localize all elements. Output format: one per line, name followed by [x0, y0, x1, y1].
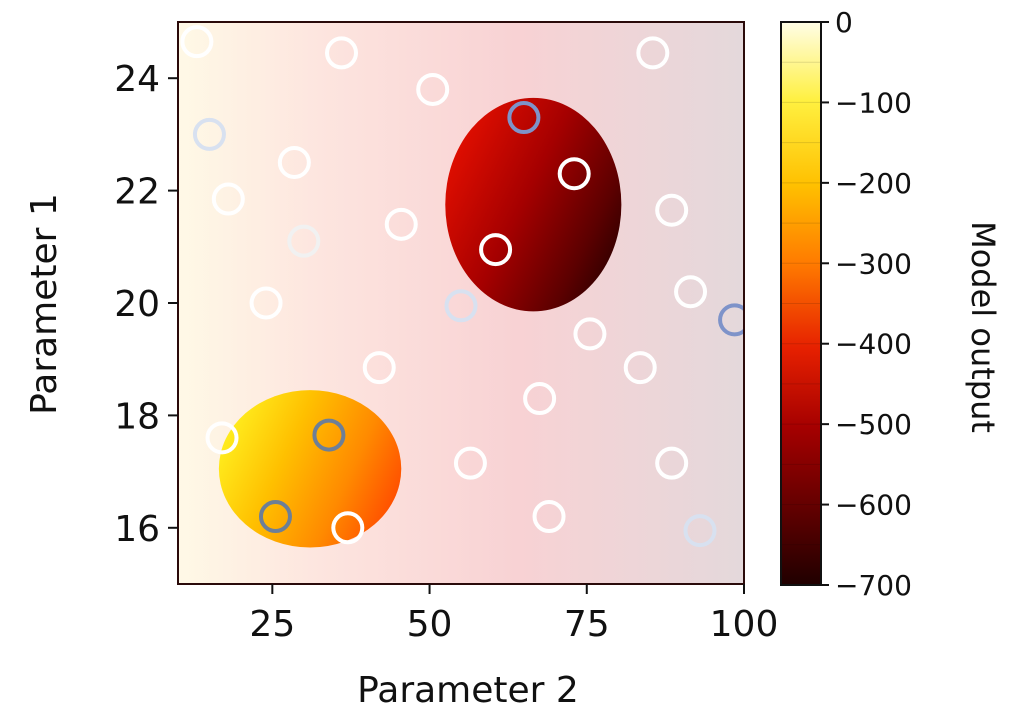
y-axis-label: Parameter 1	[24, 193, 65, 415]
colorbar-bands	[781, 61, 821, 546]
y-tick-label: 16	[114, 509, 160, 550]
y-axis: 16 18 20 22 24	[114, 59, 178, 550]
sample-point	[523, 382, 557, 416]
y-tick-label: 18	[114, 396, 160, 437]
colorbar-tick-label: −200	[835, 167, 912, 200]
sample-point	[249, 286, 283, 320]
sample-point	[287, 224, 321, 258]
sample-point	[180, 25, 214, 59]
sample-point	[312, 418, 346, 452]
sample-point	[384, 207, 418, 241]
sample-point	[636, 36, 670, 70]
sample-point	[655, 193, 689, 227]
x-axis-label: Parameter 2	[357, 670, 579, 711]
sample-points-layer	[180, 25, 744, 548]
colorbar: 0 −100 −200 −300 −400 −500 −600 −700 Model outp…	[780, 6, 1002, 602]
x-tick-label: 25	[249, 604, 295, 645]
sample-point	[416, 72, 450, 106]
colorbar-tick-label: −400	[835, 328, 912, 361]
x-axis: 25 50 75 100	[249, 584, 778, 645]
region-2	[445, 97, 622, 312]
sample-point	[532, 500, 566, 534]
y-tick-label: 22	[114, 172, 160, 213]
sample-point	[331, 511, 365, 545]
sample-point	[557, 157, 591, 191]
y-tick-label: 24	[114, 59, 160, 100]
sample-point	[258, 500, 292, 534]
sample-point	[325, 36, 359, 70]
sample-point	[211, 182, 245, 216]
sample-point	[362, 351, 396, 385]
sample-point	[655, 446, 689, 480]
x-tick-label: 100	[710, 604, 779, 645]
sample-point	[479, 233, 513, 267]
colorbar-tick-label: −500	[835, 408, 912, 441]
sample-point	[674, 275, 708, 309]
sample-point	[718, 303, 744, 337]
sample-point	[277, 146, 311, 179]
colorbar-label: Model output	[964, 221, 1002, 433]
sample-point	[444, 289, 478, 323]
y-tick-label: 20	[114, 284, 160, 325]
sample-point	[623, 351, 657, 385]
plot-area	[177, 21, 745, 585]
x-tick-label: 50	[407, 604, 453, 645]
colorbar-tick-label: 0	[835, 6, 853, 39]
colorbar-tick-label: −300	[835, 247, 912, 280]
colorbar-frame	[780, 21, 822, 586]
sample-point	[573, 317, 607, 351]
colorbar-gradient	[781, 22, 821, 585]
sample-point	[192, 117, 226, 151]
sample-point	[507, 101, 541, 135]
colorbar-tick-label: −600	[835, 489, 912, 522]
colorbar-tick-label: −100	[835, 86, 912, 119]
sample-point	[453, 446, 487, 480]
sample-point	[683, 514, 717, 548]
sample-point	[205, 421, 239, 455]
x-tick-label: 75	[564, 604, 610, 645]
colorbar-ticks: 0 −100 −200 −300 −400 −500 −600 −700	[821, 6, 912, 602]
region-1	[218, 390, 402, 548]
colorbar-tick-label: −700	[835, 569, 912, 602]
